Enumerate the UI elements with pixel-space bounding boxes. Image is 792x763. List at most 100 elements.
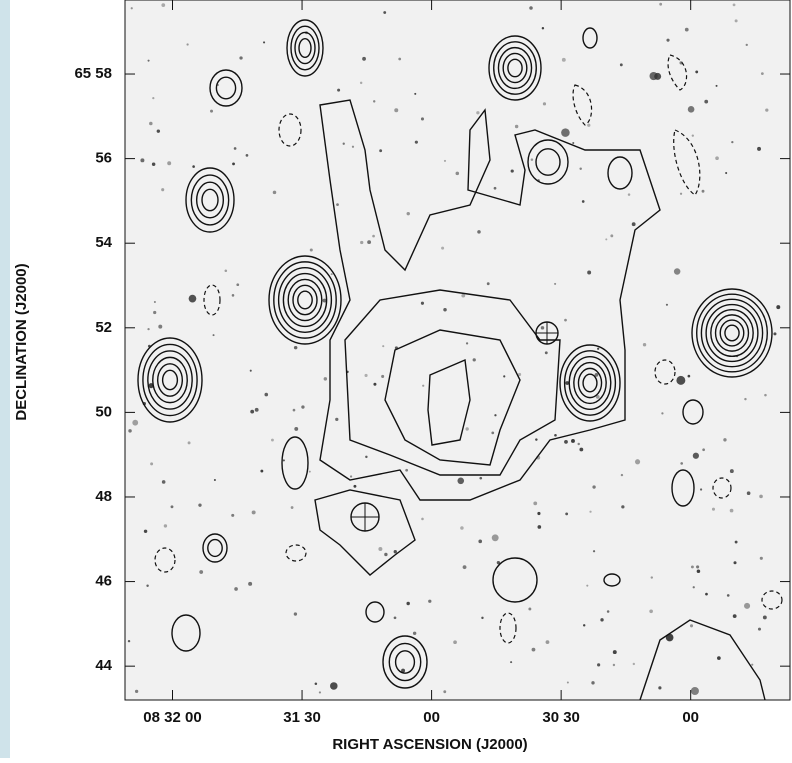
extended-contour (314, 489, 416, 576)
x-tick-label: 30 30 (542, 709, 580, 726)
y-axis-title: DECLINATION (J2000) (13, 263, 30, 420)
star (595, 395, 600, 399)
star (271, 438, 274, 442)
source-contour (577, 367, 603, 399)
source-contour (137, 337, 203, 423)
star (401, 668, 406, 673)
negative-contour (654, 359, 676, 385)
star (365, 455, 368, 459)
star (731, 140, 734, 144)
star (282, 459, 285, 462)
star (572, 142, 575, 145)
negative-contour (572, 84, 593, 126)
star (659, 2, 663, 6)
star (461, 293, 466, 298)
source-contour (209, 69, 243, 107)
source-contour (282, 272, 328, 328)
star (757, 627, 762, 631)
star (687, 105, 695, 113)
star (476, 111, 480, 115)
y-tick-label: 56 (95, 150, 112, 167)
star (729, 469, 734, 474)
star (421, 517, 424, 521)
star (373, 382, 377, 386)
star (373, 100, 376, 103)
star (491, 534, 499, 542)
star (414, 92, 417, 95)
star (351, 145, 355, 148)
star (293, 345, 298, 350)
star (592, 485, 596, 489)
star (188, 294, 197, 303)
source-contour (535, 148, 561, 176)
star (620, 473, 624, 477)
star (147, 327, 150, 331)
star (579, 167, 582, 170)
star (690, 686, 699, 696)
star (514, 124, 519, 129)
star (759, 494, 763, 499)
star (491, 431, 495, 435)
star (711, 507, 715, 511)
star (542, 102, 547, 106)
star (187, 441, 191, 445)
source-contour (152, 356, 188, 404)
star (322, 298, 327, 303)
star (132, 419, 139, 426)
star (650, 576, 654, 579)
star (224, 269, 228, 273)
star (384, 552, 388, 557)
star (715, 156, 719, 161)
star (605, 238, 608, 241)
star (654, 72, 662, 80)
star (443, 690, 447, 694)
star (600, 618, 604, 622)
star (472, 358, 476, 362)
side-strip (0, 0, 10, 758)
star (254, 407, 259, 412)
source-contour (691, 288, 773, 378)
source-contour (493, 41, 537, 95)
star (631, 222, 636, 227)
star (696, 565, 700, 569)
star (589, 510, 592, 513)
star (673, 268, 681, 275)
star (198, 503, 202, 507)
star (330, 273, 333, 276)
negative-contour (499, 612, 517, 644)
source-contour (394, 650, 416, 674)
source-contour (147, 350, 193, 410)
star (510, 169, 514, 173)
star (594, 372, 599, 377)
source-contour (286, 19, 324, 77)
star (150, 462, 154, 466)
star (679, 61, 683, 65)
star (528, 607, 532, 611)
star (443, 159, 447, 162)
star (130, 7, 133, 10)
star (309, 248, 313, 252)
star (723, 438, 727, 442)
star (149, 121, 153, 126)
star (692, 586, 695, 589)
star (704, 99, 709, 104)
negative-contour (278, 113, 302, 147)
star (705, 592, 708, 596)
source-contour (297, 290, 313, 310)
star (383, 11, 387, 14)
negative-contour (673, 129, 701, 196)
star (381, 374, 385, 378)
star (163, 524, 168, 528)
plot-area (124, 0, 791, 701)
star (692, 452, 699, 459)
star (634, 459, 641, 465)
star (577, 442, 580, 446)
source-contour (573, 361, 607, 405)
source-contour (190, 174, 230, 226)
star (691, 134, 694, 137)
star (702, 448, 705, 452)
source-contour (290, 25, 320, 71)
star (264, 392, 269, 397)
star (627, 193, 631, 196)
star (762, 615, 767, 620)
